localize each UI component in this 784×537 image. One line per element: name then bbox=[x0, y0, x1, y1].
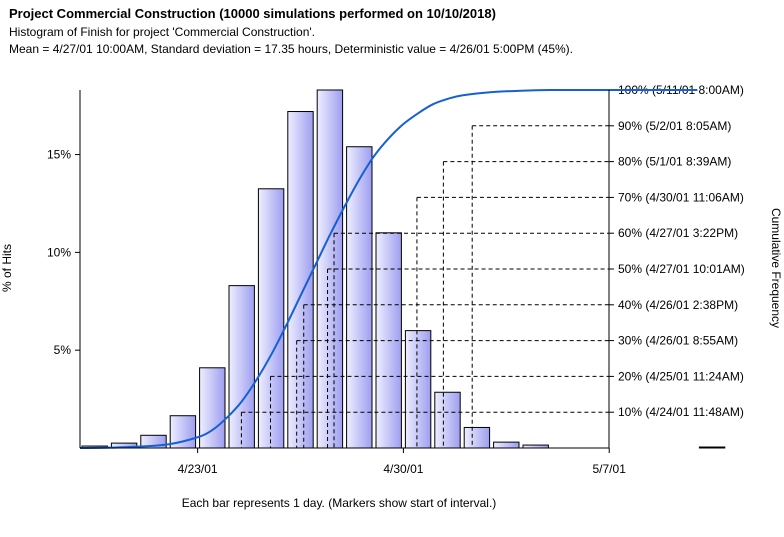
cumulative-curve bbox=[79, 88, 698, 449]
chart-subtitle: Histogram of Finish for project 'Commerc… bbox=[9, 25, 316, 39]
y-axis-title: % of Hits bbox=[0, 244, 14, 292]
axes-group: 5% 10% 15% 4/23/01 4/30/01 5/7/01 bbox=[47, 90, 626, 476]
marker-label: 50% (4/27/01 10:01AM) bbox=[618, 262, 745, 276]
marker-label: 70% (4/30/01 11:06AM) bbox=[618, 190, 744, 204]
marker-label: 40% (4/26/01 2:38PM) bbox=[618, 298, 738, 312]
y2-axis-title: Cumulative Frequency bbox=[769, 208, 783, 328]
chart-title: Project Commercial Construction (10000 s… bbox=[9, 6, 496, 21]
y-tick-label: 15% bbox=[47, 148, 71, 162]
bar bbox=[493, 441, 520, 449]
marker-label: 20% (4/25/01 11:24AM) bbox=[618, 369, 744, 383]
x-tick-label: 4/23/01 bbox=[178, 462, 218, 476]
x-tick-label: 5/7/01 bbox=[593, 462, 627, 476]
x-axis-title: Each bar represents 1 day. (Markers show… bbox=[182, 496, 497, 510]
x-tick-label: 4/30/01 bbox=[383, 462, 423, 476]
marker-label: 90% (5/2/01 8:05AM) bbox=[618, 119, 731, 133]
bar bbox=[404, 330, 432, 449]
marker-label: 10% (4/24/01 11:48AM) bbox=[618, 405, 744, 419]
marker-label: 60% (4/27/01 3:22PM) bbox=[618, 226, 738, 240]
bar-group bbox=[81, 89, 726, 449]
y-tick-label: 5% bbox=[54, 343, 72, 357]
y-tick-label: 10% bbox=[47, 245, 71, 259]
bar bbox=[434, 391, 461, 449]
bar bbox=[463, 426, 491, 449]
bar bbox=[698, 446, 726, 449]
bar bbox=[257, 188, 285, 449]
marker-label: 30% (4/26/01 8:55AM) bbox=[618, 334, 738, 348]
bar bbox=[287, 111, 314, 449]
stats-line: Mean = 4/27/01 10:00AM, Standard deviati… bbox=[9, 42, 574, 56]
marker-label: 80% (5/1/01 8:39AM) bbox=[618, 155, 731, 169]
bar bbox=[346, 146, 373, 449]
bar bbox=[228, 285, 255, 449]
